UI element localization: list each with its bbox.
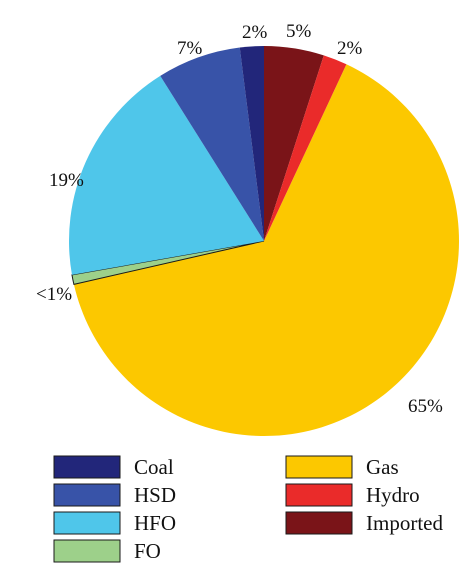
legend-label-coal: Coal — [134, 455, 174, 479]
pie-slice-hsd — [160, 47, 264, 242]
legend-swatch-coal — [53, 455, 121, 479]
pie-slice-fo — [71, 240, 265, 285]
legend-label-hydro: Hydro — [366, 483, 420, 507]
pie-label-coal: 2% — [242, 22, 268, 43]
legend-swatch-gas — [285, 455, 353, 479]
pie-label-fo: <1% — [36, 284, 72, 305]
pie-slices — [68, 45, 460, 437]
legend-label-fo: FO — [134, 539, 161, 563]
pie-labels: 2% 7% 19% <1% 65% 2% 5% — [36, 21, 443, 417]
legend-swatch-hydro — [285, 483, 353, 507]
legend-label-hsd: HSD — [134, 483, 176, 507]
pie-label-hsd: 7% — [177, 38, 203, 59]
pie-slice-coal — [239, 45, 264, 241]
legend-label-gas: Gas — [366, 455, 399, 479]
pie-slice-imported — [264, 45, 324, 241]
legend: Coal HSD HFO FO Gas Hydro Imported — [53, 455, 443, 563]
pie-label-hydro: 2% — [337, 38, 363, 59]
pie-label-imported: 5% — [286, 21, 312, 42]
pie-slice-gas — [73, 64, 460, 437]
legend-swatch-imported — [285, 511, 353, 535]
pie-slice-hfo — [68, 75, 265, 275]
pie-label-hfo: 19% — [49, 170, 84, 191]
pie-label-gas: 65% — [408, 396, 443, 417]
legend-label-hfo: HFO — [134, 511, 176, 535]
legend-swatch-hfo — [53, 511, 121, 535]
pie-slice-hydro — [264, 55, 347, 241]
legend-label-imported: Imported — [366, 511, 443, 535]
legend-swatch-fo — [53, 539, 121, 563]
legend-swatch-hsd — [53, 483, 121, 507]
